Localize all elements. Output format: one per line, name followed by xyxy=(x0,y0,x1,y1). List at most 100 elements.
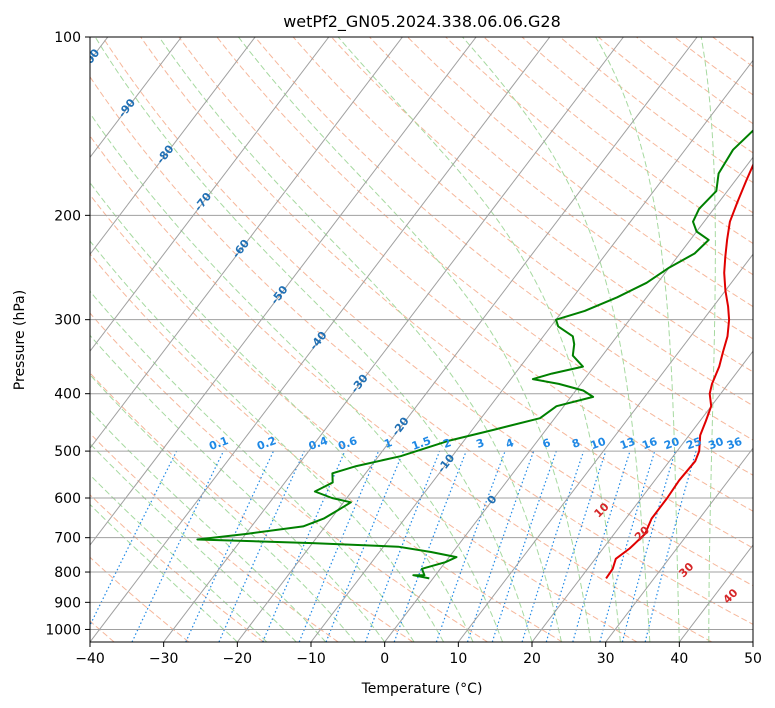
mixing-ratio-label: 1.5 xyxy=(410,434,433,453)
mixing-ratio-line xyxy=(325,450,404,642)
x-tick-label: −40 xyxy=(75,651,105,667)
y-tick-label: 300 xyxy=(54,313,81,329)
dry-adiabat xyxy=(90,194,638,642)
isotherm xyxy=(752,641,753,642)
dry-adiabat xyxy=(636,37,753,125)
x-tick-label: 30 xyxy=(597,651,615,667)
mixing-ratio-line xyxy=(521,450,585,642)
y-tick-label: 500 xyxy=(54,444,81,460)
dry-adiabat xyxy=(407,37,753,308)
isotherm xyxy=(90,37,403,449)
x-tick-label: 20 xyxy=(523,651,541,667)
mixing-ratio-line xyxy=(621,450,676,642)
isotherm xyxy=(531,350,753,642)
isotherm-label: -20 xyxy=(389,414,412,438)
mixing-ratio-label: 1 xyxy=(382,436,394,451)
mixing-ratio-label: 10 xyxy=(589,435,608,453)
mixing-ratio-label: 4 xyxy=(504,436,516,451)
mixing-ratio-line xyxy=(393,450,467,642)
guide-labels: -100-90-80-70-60-50-40-30-20-1000.1 0.2 0.… xyxy=(90,46,744,606)
mixing-ratio-line xyxy=(90,450,178,627)
dewpoint-profile xyxy=(196,129,753,580)
mixing-ratio-line xyxy=(435,450,506,642)
mixing-ratio-label: 13 xyxy=(618,435,637,452)
mixing-ratio-line xyxy=(218,450,305,642)
isotherm xyxy=(236,37,698,642)
moist-adiabat xyxy=(90,409,327,642)
moist-adiabat xyxy=(158,37,562,642)
mixing-ratio-line xyxy=(599,450,656,642)
dry-adiabat xyxy=(559,37,753,184)
moist-adiabat xyxy=(700,37,716,642)
mixing-ratio-label: 8 xyxy=(570,436,582,451)
moist-adiabat-label: 10 xyxy=(592,500,612,520)
moist-adiabat xyxy=(238,37,592,642)
x-tick-label: 50 xyxy=(744,651,762,667)
mixing-ratio-line xyxy=(131,450,225,642)
mixing-ratio-label: 36 xyxy=(725,435,744,453)
mixing-ratio-line xyxy=(364,450,441,642)
moist-adiabat xyxy=(90,373,356,642)
mixing-ratio-label: 6 xyxy=(541,436,553,451)
mixing-ratio-line xyxy=(545,450,607,642)
mixing-ratio-label: 0.4 xyxy=(307,434,330,453)
plot-frame xyxy=(89,36,754,643)
mixing-ratio-label: 0.1 xyxy=(207,434,230,453)
isotherm-label: 0 xyxy=(485,493,500,507)
x-tick-label: −10 xyxy=(296,651,326,667)
moist-adiabat-label: 30 xyxy=(676,560,696,580)
isotherm xyxy=(384,156,753,642)
mixing-ratio-line xyxy=(185,450,275,642)
y-tick-label: 1000 xyxy=(45,622,81,638)
mixing-ratio-label: 20 xyxy=(662,435,681,453)
isotherm xyxy=(90,37,256,256)
dry-adiabat xyxy=(90,372,414,642)
mixing-ratio-line xyxy=(262,450,346,642)
guide-lines xyxy=(90,37,753,642)
moist-adiabat xyxy=(94,37,533,642)
dry-adiabat xyxy=(90,432,339,642)
isotherm xyxy=(90,37,330,353)
isotherm-label: -60 xyxy=(230,237,253,261)
moist-adiabat xyxy=(90,474,268,642)
moist-adiabat xyxy=(90,443,297,642)
mixing-ratio-label: 2 xyxy=(441,436,453,451)
isotherm-label: -50 xyxy=(268,283,291,307)
dry-adiabat xyxy=(102,37,753,587)
isotherm xyxy=(457,253,753,642)
dry-adiabat xyxy=(90,253,563,642)
x-tick-label: 0 xyxy=(380,651,389,667)
mixing-ratio-line xyxy=(644,450,697,642)
moist-adiabat xyxy=(595,37,680,642)
mixing-ratio-line xyxy=(466,450,535,642)
moist-adiabat xyxy=(90,112,503,642)
dry-adiabat xyxy=(90,312,488,642)
dry-adiabat xyxy=(178,37,753,512)
mixing-ratio-label: 3 xyxy=(474,436,486,451)
temperature-profile xyxy=(605,162,753,579)
mixing-ratio-label: 30 xyxy=(707,435,726,453)
isotherm-label: -90 xyxy=(116,96,139,120)
isotherm xyxy=(310,59,753,642)
isotherm-label: -30 xyxy=(348,371,371,395)
mixing-ratio-line xyxy=(572,450,631,642)
isotherm xyxy=(605,447,753,642)
moist-adiabat xyxy=(337,37,621,642)
dry-adiabat xyxy=(140,37,753,549)
dry-adiabat xyxy=(90,135,712,642)
dry-adiabat xyxy=(254,37,753,441)
dry-adiabat xyxy=(521,37,753,214)
dry-adiabat xyxy=(369,37,753,340)
y-tick-label: 700 xyxy=(54,531,81,547)
dry-adiabat xyxy=(331,37,753,373)
dry-adiabat xyxy=(445,37,753,276)
moist-adiabat xyxy=(90,334,386,642)
isotherm xyxy=(163,37,624,642)
moist-adiabat-label: 40 xyxy=(721,586,741,606)
dry-adiabat xyxy=(483,37,753,245)
dry-adiabat xyxy=(90,75,753,625)
dry-adiabat xyxy=(292,37,753,407)
y-tick-label: 100 xyxy=(54,30,81,46)
moist-adiabat xyxy=(90,181,474,642)
